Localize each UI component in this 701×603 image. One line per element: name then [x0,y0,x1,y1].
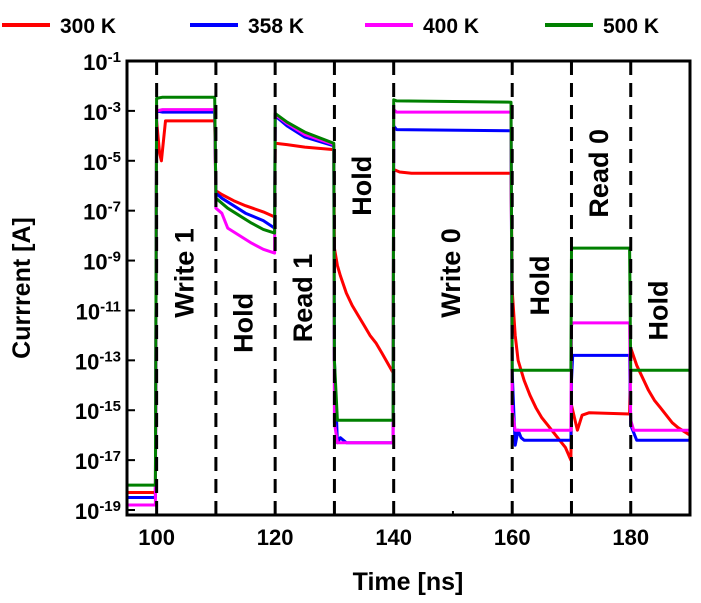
y-tick-label-9: 10-19 [75,498,121,525]
x-axis: 100 120 140 160 180 [138,507,649,550]
x-tick-label-3: 160 [494,525,531,550]
phase-label-0: Write 1 [169,228,199,318]
phase-label-6: Read 0 [584,129,614,218]
y-tick-label-7: 10-15 [75,398,121,425]
phase-label-5: Hold [525,256,555,316]
y-tick-label-4: 10-9 [83,248,121,275]
y-axis: 10-1 10-3 10-5 10-7 10-9 10-11 10-13 10-15 10-17… [75,49,135,525]
phase-label-1: Hold [229,293,259,353]
y-tick-label-0: 10-1 [83,49,121,76]
phase-labels: Write 1 Hold Read 1 Hold Write 0 Hold Read 0 Ho… [169,129,673,353]
x-tick-label-4: 180 [612,525,649,550]
phase-label-3: Hold [347,156,377,216]
y-axis-title: Currrent [A] [8,217,36,359]
y-tick-label-1: 10-3 [83,98,121,125]
legend-label-2: 400 K [423,15,479,38]
y-tick-label-3: 10-7 [83,198,121,225]
legend-label-0: 300 K [60,15,116,38]
phase-label-4: Write 0 [436,228,466,318]
x-tick-label-0: 100 [138,525,175,550]
legend-label-3: 500 K [603,15,659,38]
x-axis-title: Time [ns] [353,568,464,596]
y-tick-label-6: 10-13 [75,348,121,375]
y-tick-label-2: 10-5 [83,148,121,175]
phase-label-2: Read 1 [288,254,318,343]
x-tick-label-1: 120 [257,525,294,550]
y-tick-label-5: 10-11 [76,298,121,325]
plot-frame [125,59,692,517]
y-tick-label-8: 10-17 [75,448,121,475]
legend: 300 K 358 K 400 K 500 K [2,15,659,38]
x-tick-label-2: 140 [375,525,412,550]
legend-label-1: 358 K [248,15,304,38]
phase-label-7: Hold [644,281,674,341]
phase-dividers [155,61,633,515]
